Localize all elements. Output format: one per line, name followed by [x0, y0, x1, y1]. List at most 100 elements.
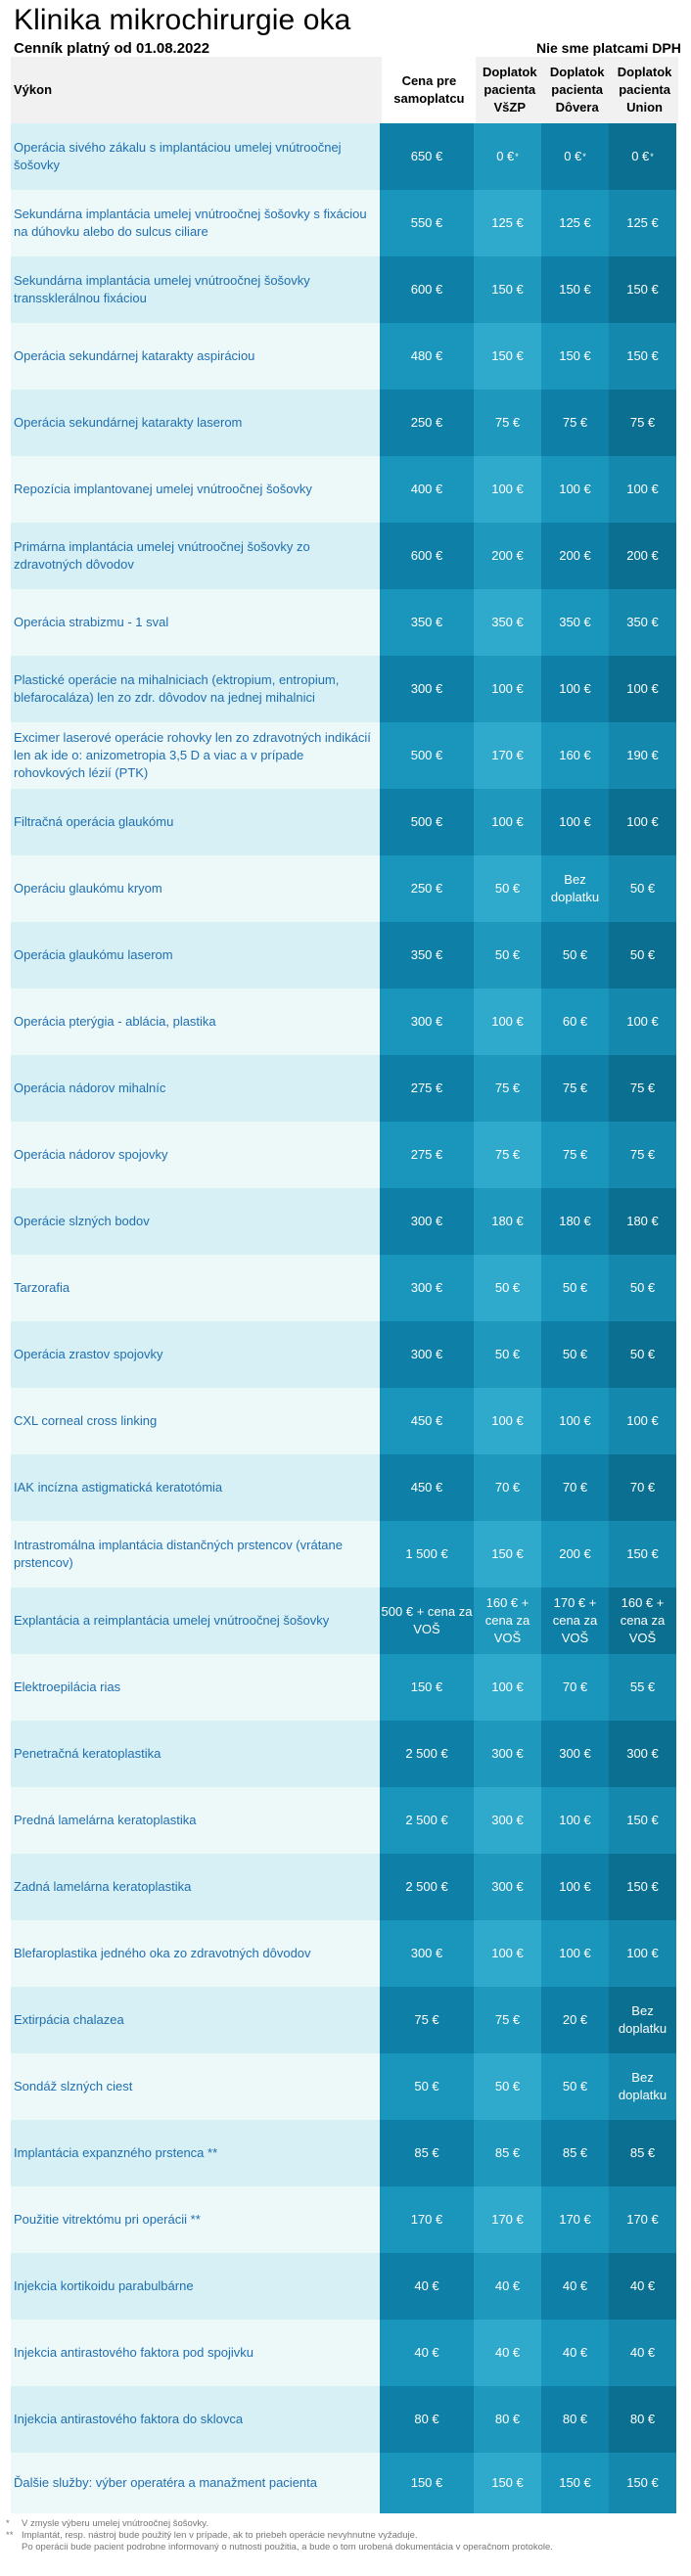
union-copay: 75 €: [629, 1081, 656, 1095]
union-copay: 75 €: [629, 415, 656, 430]
union-copay: 170 €: [626, 2212, 659, 2227]
dovera-copay-cell: 125 €: [541, 190, 609, 256]
dovera-copay: 150 €: [559, 282, 591, 297]
self-payer-price: 150 €: [410, 1679, 443, 1694]
union-copay: 125 €: [626, 215, 659, 230]
procedure-name: IAK incízna astigmatická keratotómia: [11, 1454, 380, 1521]
self-payer-price: 600 €: [410, 282, 443, 297]
vszp-copay: 100 €: [491, 1014, 524, 1029]
price-table: Výkon Cena pre samoplatcu Doplatok pacie…: [11, 57, 678, 2513]
union-copay: Bez doplatku: [618, 2003, 668, 2036]
dovera-copay-cell: 60 €: [541, 989, 609, 1055]
self-payer-price-cell: 75 €: [380, 1987, 474, 2053]
self-payer-price-cell: 250 €: [380, 855, 474, 922]
dovera-copay-cell: 20 €: [541, 1987, 609, 2053]
self-payer-price-cell: 150 €: [380, 2453, 474, 2513]
column-header-self-payer-price: Cena pre samoplatcu: [382, 57, 477, 123]
self-payer-price: 2 500 €: [405, 1746, 448, 1761]
self-payer-price-cell: 300 €: [380, 1920, 474, 1987]
table-row: Implantácia expanzného prstenca ** 85 € 85…: [11, 2120, 678, 2186]
union-copay: 150 €: [626, 2475, 659, 2490]
union-copay-cell: 350 €: [609, 589, 676, 656]
self-payer-price-cell: 275 €: [380, 1055, 474, 1122]
vszp-copay-cell: 50 €: [474, 2053, 541, 2120]
union-copay-cell: 40 €: [609, 2253, 676, 2320]
union-copay-cell: 70 €: [609, 1454, 676, 1521]
vszp-copay: 75 €: [494, 1081, 521, 1095]
table-row: Zadná lamelárna keratoplastika 2 500 € 300…: [11, 1854, 678, 1920]
vszp-copay: 300 €: [491, 1746, 524, 1761]
self-payer-price: 275 €: [410, 1147, 443, 1162]
vszp-copay: 75 €: [494, 1147, 521, 1162]
self-payer-price-cell: 300 €: [380, 989, 474, 1055]
union-copay-cell: 55 €: [609, 1654, 676, 1721]
union-copay-cell: 80 €: [609, 2386, 676, 2453]
self-payer-price: 2 500 €: [405, 1879, 448, 1894]
self-payer-price: 400 €: [410, 482, 443, 496]
union-copay: 150 €: [626, 1546, 659, 1561]
union-copay-cell: Bez doplatku: [609, 2053, 676, 2120]
dovera-copay-cell: 85 €: [541, 2120, 609, 2186]
self-payer-price-cell: 450 €: [380, 1388, 474, 1454]
self-payer-price: 170 €: [410, 2212, 443, 2227]
procedure-name: Injekcia antirastového faktora do sklovc…: [11, 2386, 380, 2453]
self-payer-price: 350 €: [410, 947, 443, 962]
procedure-name: Operácia pterýgia - ablácia, plastika: [11, 989, 380, 1055]
self-payer-price-cell: 500 €: [380, 789, 474, 855]
dovera-copay-cell: 100 €: [541, 456, 609, 523]
procedure-name: Operácia strabizmu - 1 sval: [11, 589, 380, 656]
table-row: Tarzorafia 300 € 50 € 50 € 50 €: [11, 1255, 678, 1321]
vszp-copay-cell: 300 €: [474, 1721, 541, 1787]
self-payer-price-cell: 600 €: [380, 523, 474, 589]
table-row: Operácia zrastov spojovky 300 € 50 € 50 € 50…: [11, 1321, 678, 1388]
vszp-copay-cell: 75 €: [474, 1055, 541, 1122]
table-row: Penetračná keratoplastika 2 500 € 300 € 300…: [11, 1721, 678, 1787]
dovera-copay-cell: 160 €: [541, 722, 609, 789]
vszp-copay: 150 €: [491, 2475, 524, 2490]
procedure-name: Použitie vitrektómu pri operácii **: [11, 2186, 380, 2253]
table-row: Operáciu glaukómu kryom 250 € 50 € Bez dopl…: [11, 855, 678, 922]
table-row: Sekundárna implantácia umelej vnútroočne…: [11, 190, 678, 256]
self-payer-price-cell: 50 €: [380, 2053, 474, 2120]
procedure-name: Operácia sekundárnej katarakty laserom: [11, 390, 380, 456]
procedure-name: Zadná lamelárna keratoplastika: [11, 1854, 380, 1920]
vszp-copay-cell: 0 € *: [474, 123, 541, 190]
procedure-name: Sekundárna implantácia umelej vnútroočne…: [11, 256, 380, 323]
vszp-copay-cell: 50 €: [474, 855, 541, 922]
dovera-copay: 100 €: [559, 482, 591, 496]
union-copay: 100 €: [626, 1413, 659, 1428]
vszp-copay: 80 €: [494, 2412, 521, 2426]
union-copay: 50 €: [629, 881, 656, 896]
procedure-name: Explantácia a reimplantácia umelej vnútr…: [11, 1587, 380, 1654]
union-copay-cell: 0 € *: [609, 123, 676, 190]
table-row: Excimer laserové operácie rohovky len zo…: [11, 722, 678, 789]
vszp-copay-cell: 150 €: [474, 1521, 541, 1587]
table-row: Injekcia antirastového faktora do sklovc…: [11, 2386, 678, 2453]
self-payer-price: 500 €: [410, 814, 443, 829]
procedure-name: Implantácia expanzného prstenca **: [11, 2120, 380, 2186]
self-payer-price: 450 €: [410, 1480, 443, 1495]
dovera-copay-cell: 150 €: [541, 256, 609, 323]
vszp-copay: 75 €: [494, 415, 521, 430]
dovera-copay: 75 €: [562, 1147, 588, 1162]
vszp-copay: 180 €: [491, 1214, 524, 1228]
table-row: Filtračná operácia glaukómu 500 € 100 € 100…: [11, 789, 678, 855]
union-copay-cell: 100 €: [609, 789, 676, 855]
vszp-copay: 100 €: [491, 1946, 524, 1960]
column-header-union: Doplatok pacienta Union: [617, 65, 672, 115]
vszp-copay-cell: 75 €: [474, 1987, 541, 2053]
vszp-copay: 100 €: [491, 814, 524, 829]
self-payer-price: 40 €: [414, 2278, 439, 2293]
procedure-name: Operácia nádorov mihalníc: [11, 1055, 380, 1122]
vszp-copay-cell: 170 €: [474, 722, 541, 789]
self-payer-price: 450 €: [410, 1413, 443, 1428]
self-payer-price-cell: 40 €: [380, 2320, 474, 2386]
dovera-copay: 80 €: [562, 2412, 588, 2426]
column-header-dovera: Doplatok pacienta Dôvera: [549, 65, 605, 115]
table-row: Operácia strabizmu - 1 sval 350 € 350 € 350…: [11, 589, 678, 656]
table-row: Injekcia antirastového faktora pod spoji…: [11, 2320, 678, 2386]
union-copay-cell: 50 €: [609, 1321, 676, 1388]
dovera-copay-cell: 150 €: [541, 323, 609, 390]
table-row: Injekcia kortikoidu parabulbárne 40 € 40 €…: [11, 2253, 678, 2320]
vszp-copay: 40 €: [494, 2345, 521, 2360]
